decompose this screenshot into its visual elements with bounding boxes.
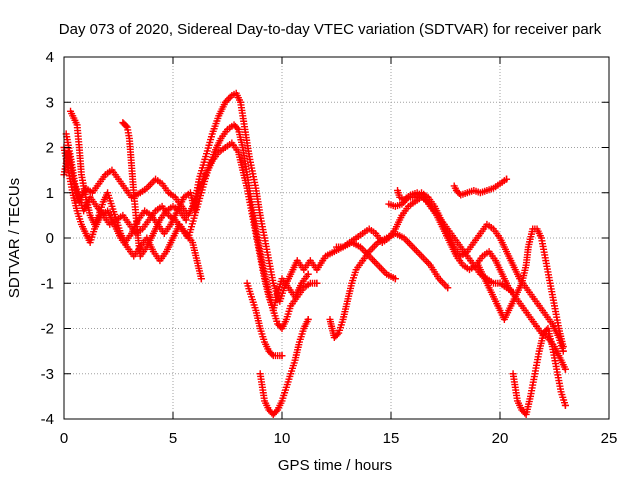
data-point (122, 122, 130, 130)
y-tick-label: 3 (46, 94, 54, 111)
y-tick-label: 0 (46, 230, 54, 247)
y-tick-label: -3 (41, 366, 54, 383)
axis-ticks: 0 5 10 15 20 25 -4 -3 -2 -1 0 1 2 3 4 (41, 49, 618, 447)
x-tick-label: 10 (274, 430, 291, 447)
data-point (444, 284, 452, 292)
data-point (561, 365, 569, 373)
data-point (182, 216, 190, 224)
x-axis-label: GPS time / hours (278, 457, 392, 474)
series-track-11 (394, 186, 569, 373)
data-point (391, 275, 399, 283)
series-track-5 (119, 119, 190, 260)
data-point (225, 95, 233, 103)
data-point (268, 350, 276, 358)
series-track-7 (256, 315, 312, 418)
data-point (304, 270, 312, 278)
data-point (278, 352, 286, 360)
x-tick-label: 5 (169, 430, 177, 447)
data-point (313, 279, 321, 287)
y-tick-label: 2 (46, 140, 54, 157)
x-tick-label: 0 (60, 430, 68, 447)
y-tick-label: -1 (41, 275, 54, 292)
series-track-6 (243, 279, 286, 360)
data-points (60, 89, 569, 418)
chart-title: Day 073 of 2020, Sidereal Day-to-day VTE… (59, 21, 602, 38)
series-track-13 (474, 225, 567, 351)
y-tick-label: 4 (46, 49, 54, 66)
y-tick-label: 1 (46, 185, 54, 202)
series-track-14 (509, 325, 569, 418)
data-point (503, 175, 511, 183)
data-point (197, 275, 205, 283)
series-track-12 (450, 175, 511, 199)
y-axis-label: SDTVAR / TECUs (6, 178, 23, 298)
data-point (272, 407, 280, 415)
x-tick-label: 15 (383, 430, 400, 447)
x-tick-label: 20 (492, 430, 509, 447)
data-point (561, 401, 569, 409)
y-tick-label: -4 (41, 411, 54, 428)
data-point (304, 315, 312, 323)
series-track-3 (67, 107, 312, 314)
y-tick-label: -2 (41, 321, 54, 338)
x-tick-label: 25 (601, 430, 618, 447)
data-point (233, 124, 241, 132)
series-track-1 (60, 89, 399, 305)
data-point (333, 331, 341, 339)
data-point (559, 343, 567, 351)
